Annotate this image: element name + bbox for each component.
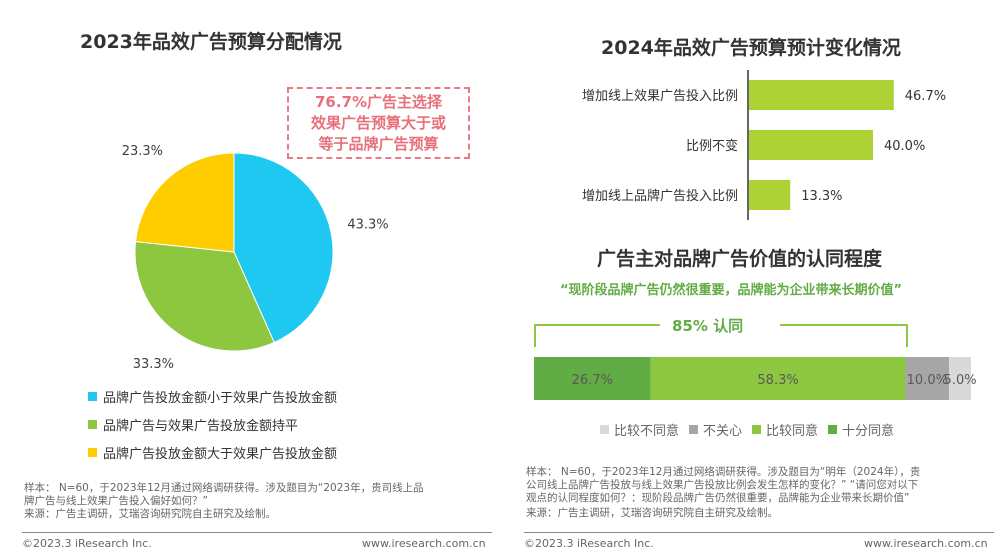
pie-label: 43.3%	[347, 218, 388, 233]
category-label: 增加线上效果广告投入比例	[582, 88, 738, 104]
segment-label: 10.0%	[907, 373, 948, 388]
pie-chart: 43.3% 33.3% 23.3%	[122, 144, 389, 372]
legend-swatch	[88, 420, 97, 429]
left-title: 2023年品效广告预算分配情况	[80, 31, 342, 53]
bar	[749, 130, 873, 160]
pie-slice	[233, 152, 334, 344]
pie-slice	[134, 152, 235, 253]
note-line: 样本： N=60，于2023年12月通过网络调研获得。涉及题目为“明年（2024…	[526, 466, 921, 478]
copyright: ©2023.3 iResearch Inc.	[22, 537, 152, 550]
pie-label: 33.3%	[133, 357, 174, 372]
segment-label: 58.3%	[757, 373, 798, 388]
legend-label: 不关心	[703, 424, 742, 439]
segment-label: 26.7%	[572, 373, 613, 388]
note-line: 牌广告与线上效果广告投入偏好如何？”	[24, 495, 208, 507]
callout-box: 76.7%广告主选择 效果广告预算大于或 等于品牌广告预算	[287, 87, 470, 159]
legend-swatch	[88, 392, 97, 401]
note-line: 来源：广告主调研，艾瑞咨询研究院自主研究及绘制。	[526, 507, 778, 519]
note-line: 样本： N=60，于2023年12月通过网络调研获得。涉及题目为“2023年，贵…	[24, 482, 424, 494]
legend-item: 品牌广告投放金额小于效果广告投放金额	[88, 387, 337, 406]
quote: “现阶段品牌广告仍然很重要，品牌能为企业带来长期价值”	[560, 283, 903, 298]
callout-line: 76.7%广告主选择	[314, 93, 443, 111]
bar	[749, 180, 791, 210]
bar	[749, 80, 894, 110]
value-label: 46.7%	[905, 89, 946, 104]
divider	[22, 532, 492, 533]
stack-segment	[949, 357, 971, 400]
legend-label: 品牌广告投放金额大于效果广告投放金额	[103, 447, 338, 462]
value-label: 40.0%	[884, 139, 925, 154]
category-label: 增加线上品牌广告投入比例	[582, 188, 738, 204]
left-notes: 样本： N=60，于2023年12月通过网络调研获得。涉及题目为“2023年，贵…	[24, 482, 424, 521]
legend-swatch	[689, 425, 698, 434]
note-line: 观点的认同程度如何？：现阶段品牌广告仍然很重要，品牌能为企业带来长期价值”	[526, 492, 910, 504]
copyright: ©2023.3 iResearch Inc.	[524, 537, 654, 550]
category-label: 比例不变	[686, 138, 738, 154]
legend-swatch	[600, 425, 609, 434]
hbar-chart: 增加线上效果广告投入比例 46.7% 比例不变 40.0% 增加线上品牌广告投入比例 13…	[582, 70, 946, 220]
divider	[524, 532, 994, 533]
website-link[interactable]: www.iresearch.com.cn	[362, 537, 486, 550]
stack-segment	[650, 357, 906, 400]
right-notes: 样本： N=60，于2023年12月通过网络调研获得。涉及题目为“明年（2024…	[526, 466, 920, 520]
legend-swatch	[88, 448, 97, 457]
legend-label: 比较不同意	[614, 423, 679, 439]
callout-line: 等于品牌广告预算	[318, 135, 439, 153]
agree-label: 85% 认同	[672, 317, 744, 335]
right-title-2: 广告主对品牌广告价值的认同程度	[597, 248, 883, 270]
value-label: 13.3%	[801, 189, 842, 204]
pie-label: 23.3%	[122, 144, 163, 159]
legend-item: 品牌广告投放金额大于效果广告投放金额	[88, 443, 337, 462]
legend-swatch	[752, 425, 761, 434]
agree-bracket	[534, 324, 908, 347]
note-line: 来源：广告主调研，艾瑞咨询研究院自主研究及绘制。	[24, 508, 276, 520]
website-link[interactable]: www.iresearch.com.cn	[864, 537, 988, 550]
legend-label: 品牌广告与效果广告投放金额持平	[103, 419, 299, 434]
segment-label: 5.0%	[944, 373, 977, 388]
note-line: 公司线上品牌广告投放与线上效果广告投放比例会发生怎样的变化？” “请问您对以下	[526, 479, 919, 491]
legend-item: 品牌广告与效果广告投放金额持平	[88, 415, 298, 434]
pie-slice	[134, 241, 275, 352]
legend-label: 品牌广告投放金额小于效果广告投放金额	[103, 391, 338, 406]
right-title-1: 2024年品效广告预算预计变化情况	[601, 37, 901, 59]
callout-line: 效果广告预算大于或	[310, 114, 446, 132]
stack-segment	[534, 357, 651, 400]
stack-segment	[905, 357, 950, 400]
legend-swatch	[828, 425, 837, 434]
legend-label: 十分同意	[842, 423, 894, 439]
legend-label: 比较同意	[766, 423, 818, 439]
stacked-bar-chart: 26.7% 58.3% 10.0%5.0% 比较不同意 不关心 比较同意 十分同意	[534, 357, 977, 439]
